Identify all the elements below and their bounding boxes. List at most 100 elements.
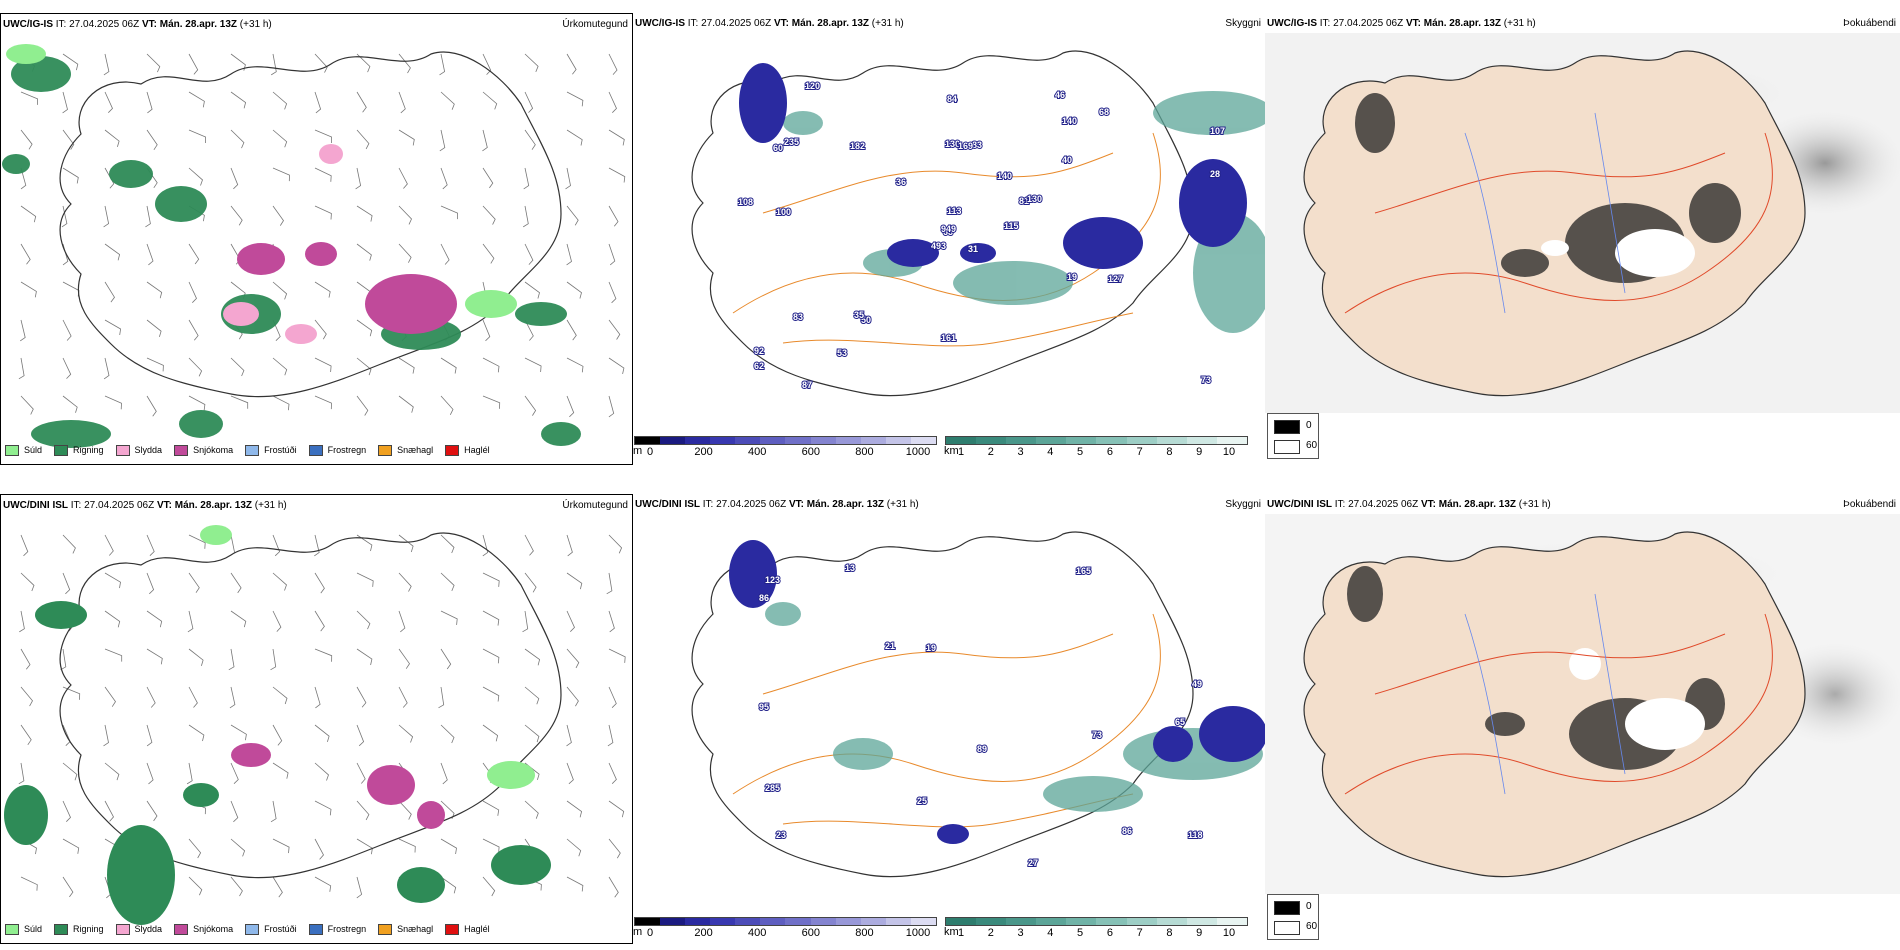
cloud-base-label: 118 [1188,830,1203,840]
legend-swatch [5,923,19,935]
iceland-coastline [59,532,562,879]
fog-legend-white [1274,921,1300,935]
wind-barb [62,281,80,297]
wind-barb [272,724,283,746]
wind-barb [398,395,414,413]
precip-panel-row2: UWC/DINI ISL IT: 27.04.2025 06Z VT: Mán.… [0,494,633,944]
cloud-base-label: 107 [1210,126,1225,136]
wind-barb [440,876,457,894]
wind-barb [566,91,584,107]
colorbar-strip [945,917,1248,926]
wind-barb [230,129,245,149]
cloud-base-label: 49 [1192,679,1202,689]
wind-barb [20,724,32,746]
colorbar-segment [635,918,661,925]
wind-barb [230,357,245,377]
cloud-base-labels: 31 60 63 92 81 50 46 83 140 115 120 73 100 107 493 40 87… [737,80,1226,391]
wind-barb [62,572,71,595]
colorbar-ticks: 0 200 400 600 800 1000 [634,445,937,458]
colorbar-segment [785,437,811,444]
wind-barb [608,395,615,418]
wind-barb [398,167,408,189]
visibility-areas [765,602,1263,812]
fog-map [1265,33,1900,413]
cloud-base-label: 23 [776,830,786,840]
wind-barb [356,357,372,376]
legend-item-snow: Snjókoma [174,444,233,456]
wind-barb [440,357,457,374]
legend-swatch [308,923,323,935]
wind-barb [104,762,120,781]
panel-header: UWC/IG-IS IT: 27.04.2025 06Z VT: Mán. 28… [1267,17,1896,31]
wind-barb [230,724,247,741]
wind-barb [103,205,110,228]
wind-barb [188,534,206,549]
valid-time: Mán. 28.apr. 13Z [1438,499,1517,510]
wind-barb [398,724,414,743]
drizzle-areas [200,525,535,789]
wind-barb [314,281,331,298]
panel-header: UWC/DINI ISL IT: 27.04.2025 06Z VT: Mán.… [1267,498,1896,512]
fog-legend-black [1274,901,1300,915]
legend-item-freezing-rain: Frostregn [308,923,366,935]
legend-swatch [174,444,189,456]
colorbar-segment [885,918,911,925]
wind-barb [62,395,78,413]
wind-barb [566,724,572,747]
wind-barb [103,53,110,76]
precip-legend: Súld Rigning Slydda Snjókoma Frostúði Fr… [5,921,502,937]
cloud-base-label: 63 [943,227,953,237]
init-time-label: IT: [1334,499,1346,510]
cloud-base-label: 73 [1201,375,1211,385]
wind-barb [566,129,583,146]
colorbar-segment [835,437,861,444]
colorbar-segment [1066,918,1097,925]
lead-time: (+31 h) [871,18,904,29]
model-name: UWC/IG-IS [635,18,685,29]
iceland-land [1303,50,1806,397]
legend-swatch [245,923,260,935]
colorbar-tick: 0 [646,927,654,939]
wind-barb [19,319,26,342]
model-name: UWC/IG-IS [3,19,53,30]
wind-barb [272,281,288,300]
wind-barb [62,686,81,700]
rivers [1464,112,1626,314]
colorbar-tick: 800 [855,446,874,458]
model-name: UWC/IG-IS [1267,18,1317,29]
wind-barb [62,129,75,150]
wind-barb [186,762,193,785]
wind-barb [230,838,246,857]
init-time-label: IT: [55,19,67,30]
wind-barb [356,91,367,113]
wind-barb [482,686,500,702]
wind-barb [146,686,156,708]
wind-barbs [18,534,626,899]
legend-item-freezing-drizzle: Frostúði [245,923,297,935]
cloud-base-label: 113 [947,206,962,216]
cloud-base-label: 19 [926,643,936,653]
wind-barb [524,281,540,299]
colorbar-segment [946,437,977,444]
wind-barb [188,281,197,303]
wind-barb [272,534,281,557]
wind-barb [314,838,324,860]
legend-item-snow-pellets: Snæhagl [378,923,433,935]
legend-item-snow-pellets: Snæhagl [378,444,433,456]
cloud-base-label: 89 [977,744,987,754]
colorbar-tick: 5 [1077,446,1084,458]
colorbar-tick: 8 [1166,446,1173,458]
wind-barb [356,648,373,666]
iceland-land [1303,531,1806,878]
wind-barb [314,686,321,709]
wind-barb [146,357,164,372]
wind-barb [356,800,370,821]
wind-barb [482,243,495,264]
wind-barb [566,572,583,590]
wind-barb [272,395,290,411]
colorbar-segment [860,918,886,925]
colorbar-tick: 7 [1136,446,1143,458]
fog-legend: 0 60 [1267,894,1319,940]
wind-barb [272,357,288,376]
wind-barb [272,762,289,779]
